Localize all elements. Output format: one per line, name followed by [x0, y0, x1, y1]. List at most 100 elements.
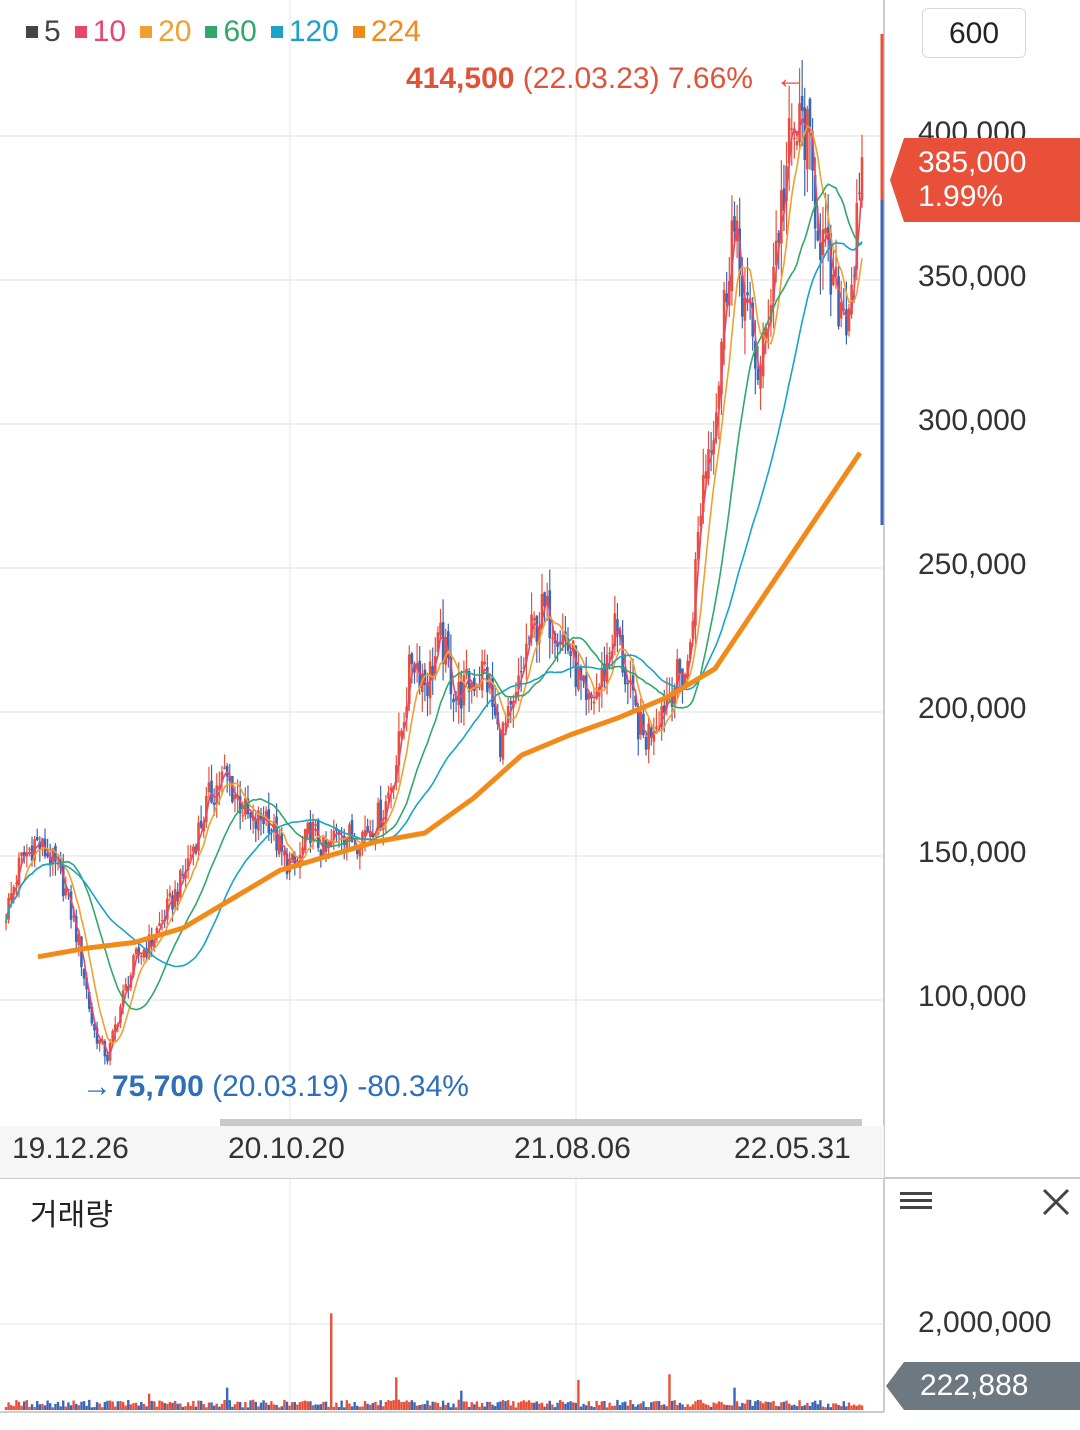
candle-body [179, 870, 182, 898]
candle-body [106, 1054, 109, 1062]
candle-body [780, 190, 783, 244]
candle-body [309, 822, 312, 844]
volume-bar [264, 1402, 268, 1410]
candle-body [241, 815, 245, 817]
volume-bar [673, 1400, 676, 1410]
candle-body [834, 266, 838, 277]
candle-body [285, 853, 289, 875]
volume-bar [845, 1406, 848, 1410]
volume-bar [51, 1407, 55, 1410]
candle-body [272, 821, 276, 833]
candle-body [381, 822, 385, 831]
candle-body [441, 622, 445, 664]
volume-bar [436, 1402, 440, 1410]
volume-bar [728, 1405, 731, 1410]
volume-bar [829, 1407, 832, 1410]
current-price-pct: 1.99% [918, 180, 1004, 213]
candle-body [363, 830, 367, 837]
candle-body [782, 188, 786, 211]
volume-bar [767, 1402, 770, 1410]
volume-bar [171, 1402, 174, 1410]
volume-bar [475, 1401, 479, 1410]
legend-swatch [205, 26, 218, 38]
volume-bar [837, 1405, 840, 1410]
candle-body [259, 813, 263, 821]
volume-bar [88, 1399, 91, 1410]
max-price-value: 414,500 [406, 62, 515, 95]
menu-icon[interactable] [900, 1188, 932, 1218]
candle-body [696, 531, 700, 560]
candle-body [355, 850, 359, 854]
volume-bar [36, 1401, 39, 1410]
volume-bar [384, 1401, 388, 1410]
moving-averages [5, 115, 863, 1055]
volume-bar [777, 1406, 780, 1410]
volume-bar [644, 1406, 648, 1410]
volume-bar [418, 1405, 421, 1410]
volume-bar [707, 1405, 710, 1410]
candle-body [199, 820, 203, 828]
volume-bar [600, 1401, 604, 1410]
volume-bar [189, 1405, 192, 1410]
volume-bar [202, 1404, 205, 1410]
candle-body [223, 767, 226, 770]
volume-bar [337, 1406, 341, 1410]
volume-bar [826, 1403, 830, 1410]
volume-bar [842, 1401, 845, 1410]
current-price-tag: 385,000 1.99% [890, 138, 1080, 222]
candle-body [772, 266, 775, 302]
volume-bar [389, 1400, 393, 1410]
legend-item-5: 5 [26, 15, 61, 49]
candle-body [233, 794, 237, 800]
period-button[interactable]: 600 [922, 8, 1026, 58]
volume-bar [17, 1401, 21, 1410]
volume-bar [254, 1401, 257, 1410]
candle-body [69, 891, 73, 920]
candle-body [80, 936, 83, 968]
min-price-annotation: →75,700 (20.03.19) -80.34% [82, 1070, 469, 1104]
candle-body [168, 892, 172, 897]
candle-body [813, 174, 817, 229]
volume-bar [353, 1401, 356, 1410]
volume-bar [108, 1400, 112, 1410]
volume-bar [277, 1407, 281, 1410]
volume-bar [616, 1399, 619, 1410]
candle-body [345, 837, 349, 849]
volume-bar [192, 1400, 195, 1410]
candle-body [93, 1024, 96, 1031]
volume-bar [806, 1402, 809, 1410]
x-axis-bar[interactable] [0, 1126, 884, 1178]
candle-body [74, 916, 78, 942]
current-volume-tag: 222,888 [886, 1362, 1080, 1410]
volume-bar [787, 1403, 791, 1410]
candle-body [855, 202, 859, 270]
candle-body [569, 651, 572, 656]
volume-bar [665, 1406, 669, 1410]
volume-bar [361, 1406, 364, 1410]
volume-bar [293, 1402, 297, 1410]
candle-body [832, 274, 835, 285]
volume-bar [392, 1400, 395, 1410]
volume-bar [288, 1405, 291, 1410]
candle-body [439, 622, 442, 636]
volume-bar [147, 1393, 151, 1410]
volume-bar [722, 1404, 726, 1410]
candle-body [153, 939, 156, 948]
candle-body [525, 643, 528, 662]
volume-bar [733, 1387, 736, 1410]
candle-body [722, 290, 726, 350]
candle-body [613, 613, 617, 647]
volume-bar [186, 1402, 190, 1410]
close-icon[interactable] [1040, 1186, 1072, 1218]
volume-bar [611, 1405, 614, 1410]
x-tick-label: 20.10.20 [228, 1132, 345, 1165]
volume-bar [686, 1404, 689, 1410]
candle-body [824, 228, 827, 234]
candle-body [306, 822, 310, 834]
candle-body [257, 810, 260, 831]
candle-body [631, 675, 635, 691]
candle-body [499, 729, 502, 757]
volume-bar [816, 1404, 819, 1410]
candle-body [22, 851, 26, 857]
legend-label: 120 [288, 15, 339, 48]
